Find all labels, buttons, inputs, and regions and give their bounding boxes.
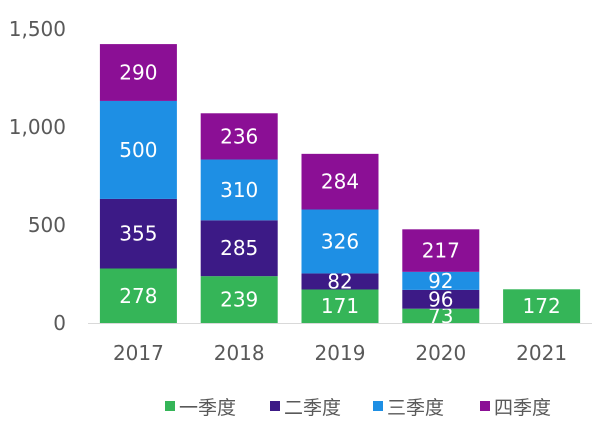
y-tick-label: 1,000 <box>9 115 66 139</box>
bar-segment <box>402 308 480 323</box>
legend-swatch <box>480 401 490 411</box>
bar-value-label: 82 <box>327 269 352 293</box>
x-axis: 2017 2018 2019 2020 2021 <box>88 323 592 365</box>
y-tick-label: 500 <box>28 213 66 237</box>
bar-segment <box>402 271 480 290</box>
bar-segment <box>99 100 177 199</box>
bar-segment <box>99 198 177 269</box>
bar-value-label: 96 <box>428 287 453 311</box>
bar-segment <box>301 273 379 290</box>
bar-segment <box>402 229 480 272</box>
bar-value-label: 285 <box>220 236 258 260</box>
legend-item: 四季度 <box>480 397 551 419</box>
x-tick-label: 2018 <box>214 341 265 365</box>
bar-value-label: 284 <box>321 170 359 194</box>
bar-value-label: 500 <box>119 138 157 162</box>
bar-value-label: 239 <box>220 288 258 312</box>
x-tick-label: 2021 <box>516 341 567 365</box>
legend-label: 四季度 <box>494 397 551 419</box>
legend-item: 三季度 <box>373 397 444 419</box>
bar-value-label: 172 <box>523 294 561 318</box>
legend-item: 二季度 <box>270 397 341 419</box>
bar-segment <box>301 209 379 274</box>
legend-label: 二季度 <box>284 397 341 419</box>
bar-segment <box>200 276 278 323</box>
bar-value-label: 326 <box>321 229 359 253</box>
bar-value-label: 278 <box>119 284 157 308</box>
bar-segment <box>200 159 278 221</box>
bars-layer: 2783555002902392853102361718232628473969… <box>99 44 581 328</box>
bar-value-label: 217 <box>422 239 460 263</box>
legend: 一季度 二季度 三季度 四季度 <box>165 397 551 419</box>
legend-swatch <box>270 401 280 411</box>
bar-value-label: 310 <box>220 178 258 202</box>
bar-segment <box>402 289 480 309</box>
bar-value-label: 92 <box>428 269 453 293</box>
y-tick-label: 0 <box>53 311 66 335</box>
bar-segment <box>503 289 581 323</box>
bar-segment <box>99 268 177 323</box>
bar-value-label: 355 <box>119 222 157 246</box>
bar-segment <box>301 289 379 323</box>
legend-label: 三季度 <box>387 397 444 419</box>
legend-swatch <box>373 401 383 411</box>
legend-item: 一季度 <box>165 397 236 419</box>
bar-stack-2017: 278 355 500 290 <box>99 44 177 323</box>
bar-value-label: 236 <box>220 124 258 148</box>
bar-stack-2021: 172 <box>503 289 581 323</box>
legend-swatch <box>165 401 175 411</box>
legend-label: 一季度 <box>179 397 236 419</box>
bar-value-label: 171 <box>321 294 359 318</box>
bar-stack-2018: 239 285 310 236 <box>200 113 278 323</box>
bar-segment <box>200 220 278 277</box>
x-tick-label: 2017 <box>113 341 164 365</box>
bar-segment <box>200 113 278 160</box>
y-axis: 0 500 1,000 1,500 <box>9 17 66 335</box>
y-tick-label: 1,500 <box>9 17 66 41</box>
bar-segment <box>99 44 177 101</box>
bar-value-label: 290 <box>119 61 157 85</box>
bar-segment <box>301 153 379 210</box>
x-tick-label: 2019 <box>315 341 366 365</box>
x-tick-label: 2020 <box>415 341 466 365</box>
